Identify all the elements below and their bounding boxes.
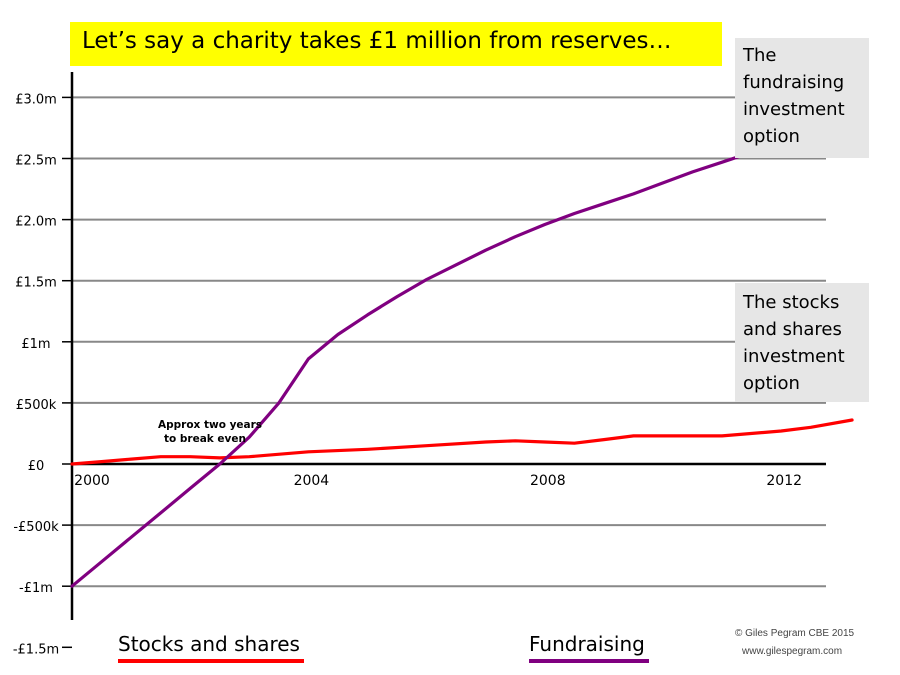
stocks-series-line xyxy=(70,418,854,466)
break-even-annotation: Approx two years xyxy=(158,419,262,431)
y-tick-label: £500k xyxy=(16,398,57,413)
legend-fundraising: Fundraising xyxy=(529,632,649,663)
fundraising-series-line xyxy=(70,131,813,588)
y-tick-label: £1m xyxy=(21,337,50,352)
y-tick-label: £1.5m xyxy=(15,276,57,291)
legend-stocks-and-shares: Stocks and shares xyxy=(118,632,304,663)
y-tick-label: £0 xyxy=(28,459,45,474)
y-tick-label: £2.0m xyxy=(15,215,57,230)
break-even-annotation: to break even xyxy=(164,433,246,445)
callout-stocks-line: investment xyxy=(743,346,845,367)
x-tick-label: 2000 xyxy=(74,473,110,489)
website-credit: www.gilespegram.com xyxy=(742,646,843,657)
callout-fundraising-line: fundraising xyxy=(743,72,845,93)
copyright-credit: © Giles Pegram CBE 2015 xyxy=(735,628,855,639)
y-tick-label: £2.5m xyxy=(15,154,57,169)
callout-fundraising: The fundraising investment option xyxy=(735,38,869,158)
x-tick-label: 2008 xyxy=(530,473,566,489)
callout-stocks-line: and shares xyxy=(743,319,842,340)
y-tick-label: £3.0m xyxy=(15,92,57,107)
callout-stocks-line: option xyxy=(743,373,800,394)
x-tick-label: 2012 xyxy=(766,473,802,489)
callout-fundraising-line: investment xyxy=(743,99,845,120)
callout-stocks: The stocks and shares investment option xyxy=(735,283,869,402)
y-tick-label: -£1.5m xyxy=(13,642,59,657)
y-tick-label: -£500k xyxy=(13,520,59,535)
chart-title: Let’s say a charity takes £1 million fro… xyxy=(70,22,722,66)
callout-fundraising-line: option xyxy=(743,126,800,147)
y-tick-label: -£1m xyxy=(19,581,53,596)
callout-stocks-line: The stocks xyxy=(743,292,840,313)
callout-fundraising-line: The xyxy=(743,45,777,66)
x-tick-label: 2004 xyxy=(294,473,330,489)
